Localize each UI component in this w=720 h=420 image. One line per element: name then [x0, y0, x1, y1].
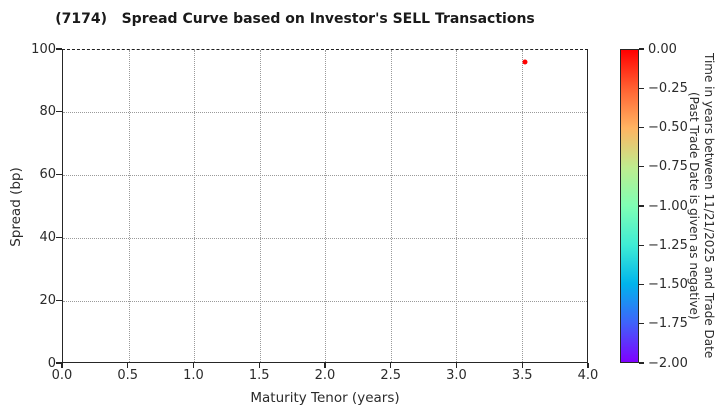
y-tick [56, 173, 62, 176]
data-point [522, 59, 528, 65]
x-tick [192, 363, 195, 368]
y-tick [56, 236, 62, 239]
x-gridline [521, 50, 523, 362]
y-gridline [63, 112, 587, 114]
y-tick [56, 48, 62, 50]
x-tick-label: 2.5 [380, 368, 402, 383]
colorbar-tick [639, 205, 644, 207]
y-gridline [63, 175, 587, 177]
x-tick-label: 0.0 [51, 368, 73, 383]
x-tick-label: 1.5 [248, 368, 270, 383]
colorbar-tick [639, 283, 644, 286]
x-tick-label: 2.0 [314, 368, 336, 383]
x-axis-label: Maturity Tenor (years) [250, 390, 400, 406]
x-tick [258, 363, 260, 368]
x-gridline [325, 50, 326, 362]
x-tick [587, 363, 589, 368]
colorbar-tick [639, 323, 644, 325]
y-tick-label: 80 [39, 104, 56, 120]
colorbar-tick [639, 244, 644, 246]
colorbar-tick-label: −0.75 [648, 159, 688, 175]
colorbar-label: Time in years between 11/21/2025 and Tra… [684, 49, 716, 363]
x-tick [61, 363, 63, 368]
y-tick-label: 100 [31, 41, 56, 57]
colorbar-label-line1: Time in years between 11/21/2025 and Tra… [702, 53, 716, 359]
colorbar [620, 49, 639, 363]
colorbar-tick [639, 362, 644, 364]
y-axis-label: Spread (bp) [8, 167, 24, 247]
colorbar-tick-label: −2.00 [648, 355, 688, 371]
x-tick-label: 4.0 [577, 368, 599, 383]
chart-title: (7174) Spread Curve based on Investor's … [55, 11, 535, 27]
y-tick-label: 60 [39, 167, 56, 183]
x-tick-label: 3.5 [511, 368, 533, 383]
x-tick [390, 363, 392, 368]
x-gridline [259, 50, 261, 362]
x-tick [455, 363, 458, 368]
x-gridline [456, 50, 457, 362]
y-tick-label: 0 [47, 355, 56, 371]
colorbar-tick-label: −1.00 [648, 198, 688, 214]
colorbar-tick-label: −1.75 [648, 316, 688, 332]
y-tick-label: 20 [39, 292, 56, 308]
colorbar-tick [639, 166, 644, 168]
x-tick [324, 363, 326, 368]
y-tick [56, 362, 62, 364]
x-gridline [194, 50, 195, 362]
x-tick-label: 1.0 [183, 368, 204, 383]
y-tick [56, 299, 62, 301]
plot-area [62, 49, 588, 363]
x-gridline [390, 50, 392, 362]
x-tick [521, 363, 523, 368]
colorbar-tick [639, 87, 644, 89]
colorbar-tick-label: −0.25 [648, 80, 688, 96]
y-tick [56, 111, 62, 113]
y-gridline [63, 237, 587, 239]
colorbar-tick-label: −1.50 [648, 277, 688, 292]
colorbar-tick-label: 0.00 [648, 41, 677, 57]
colorbar-tick [639, 126, 644, 129]
y-gridline [63, 300, 587, 302]
colorbar-label-line2: (Past Trade Date is given as negative) [687, 92, 701, 320]
colorbar-tick [639, 48, 644, 50]
x-tick [127, 363, 129, 368]
colorbar-tick-label: −1.25 [648, 237, 688, 253]
x-gridline [128, 50, 130, 362]
y-tick-label: 40 [39, 229, 56, 245]
colorbar-tick-label: −0.50 [648, 120, 688, 135]
x-tick-label: 3.0 [446, 368, 467, 383]
x-tick-label: 0.5 [117, 368, 139, 383]
